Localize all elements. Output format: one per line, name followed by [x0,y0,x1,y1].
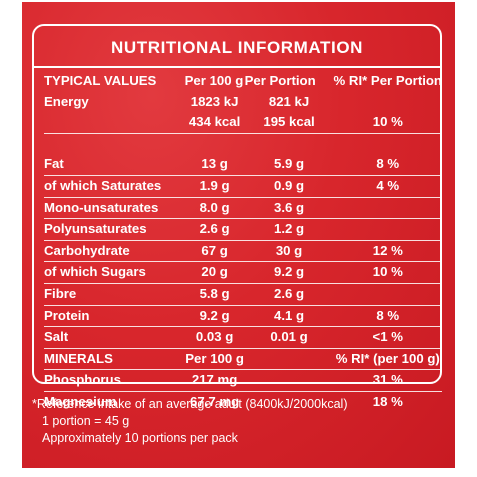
cell-per-portion: 195 kcal [244,112,334,134]
cell-per-100g: 217 mg [184,369,245,392]
cell-per-100g: 9.2 g [184,305,245,328]
table-header-row: TYPICAL VALUES Per 100 g Per Portion % R… [44,71,442,92]
table-row: of which Saturates 1.9 g 0.9 g 4 % [44,175,442,198]
footnote-portion-size: 1 portion = 45 g [42,414,130,428]
header-empty [244,348,334,371]
cell-per-portion: 4.1 g [244,305,334,328]
cell-ri [333,197,442,220]
header-per-100g: Per 100 g [184,348,245,371]
cell-per-100g: 5.8 g [184,283,245,306]
nutrition-table-frame: NUTRITIONAL INFORMATION TYPICAL VALUES P… [32,24,442,409]
table-row: Mono-unsaturates 8.0 g 3.6 g [44,197,442,220]
cell-ri [334,92,442,113]
cell-per-portion: 821 kJ [268,93,310,109]
table-row-energy-kj: Energy 1823 kJ 821 kJ [44,92,442,113]
spacer-row [44,133,442,154]
row-label: of which Saturates [44,175,185,198]
row-label: Polyunsaturates [44,218,185,241]
table-row: Salt 0.03 g 0.01 g <1 % [44,326,442,349]
row-label: Energy [44,93,89,109]
row-label [44,112,185,134]
table-row: Phosphorus 217 mg 31 % [44,369,442,392]
row-label: Protein [44,305,185,328]
minerals-header-row: MINERALS Per 100 g % RI* (per 100 g) [44,348,442,371]
cell-ri: 18 % [372,393,403,409]
row-label: Salt [44,326,185,349]
table-row: of which Sugars 20 g 9.2 g 10 % [44,261,442,284]
footnotes: *Reference intake of an average adult (8… [32,396,452,447]
row-label: Phosphorus [44,369,185,392]
row-label: Mono-unsaturates [44,197,185,220]
cell-empty [244,369,334,392]
row-label: Carbohydrate [44,240,185,263]
row-label: Fat [44,154,185,176]
cell-per-100g: 0.03 g [184,326,245,349]
cell-ri: 8 % [333,154,442,176]
cell-per-portion: 5.9 g [244,154,334,176]
table-row-energy-kcal: 434 kcal 195 kcal 10 % [44,112,442,134]
header-ri-per-portion: % RI* Per Portion [333,73,442,88]
row-label: Magnesium [44,393,117,409]
cell-per-portion: 3.6 g [244,197,334,220]
cell-per-100g: 1.9 g [184,175,245,198]
cell-per-portion: 9.2 g [244,261,334,284]
cell-per-100g: 67 g [184,240,245,263]
nutrition-panel: NUTRITIONAL INFORMATION TYPICAL VALUES P… [22,2,455,468]
table-row: Polyunsaturates 2.6 g 1.2 g [44,218,442,241]
header-per-portion: Per Portion [244,73,316,88]
cell-per-portion: 1.2 g [244,218,334,241]
row-label: Fibre [44,283,185,306]
cell-per-portion: 0.01 g [244,326,334,349]
nutrition-table: TYPICAL VALUES Per 100 g Per Portion % R… [44,71,442,413]
cell-per-portion: 0.9 g [244,175,334,198]
cell-ri: 10 % [333,112,442,134]
row-label: of which Sugars [44,261,185,284]
table-row: Magnesium 67.7 mg 18 % [44,391,442,412]
cell-per-portion: 2.6 g [244,283,334,306]
cell-per-100g: 2.6 g [184,218,245,241]
panel-title: NUTRITIONAL INFORMATION [110,38,364,57]
cell-per-100g: 20 g [184,261,245,284]
footnote-portions-per-pack: Approximately 10 portions per pack [42,431,238,445]
table-row: Fibre 5.8 g 2.6 g [44,283,442,306]
header-typical-values: TYPICAL VALUES [44,73,157,88]
table-row: Carbohydrate 67 g 30 g 12 % [44,240,442,263]
cell-ri: 10 % [333,261,442,284]
table-row: Fat 13 g 5.9 g 8 % [44,154,442,176]
title-divider [34,66,440,68]
cell-per-100g: 67.7 mg [190,393,240,409]
cell-ri: 8 % [333,305,442,328]
cell-per-100g: 13 g [184,154,245,176]
cell-ri: 31 % [333,369,442,392]
cell-ri: 12 % [333,240,442,263]
cell-ri: <1 % [333,326,442,349]
cell-ri: 4 % [333,175,442,198]
header-per-100g: Per 100 g [184,73,244,88]
header-minerals: MINERALS [44,348,185,371]
cell-per-portion: 30 g [244,240,334,263]
cell-ri [333,283,442,306]
table-row: Protein 9.2 g 4.1 g 8 % [44,305,442,328]
cell-per-100g: 1823 kJ [190,93,239,109]
header-ri-per-100g: % RI* (per 100 g) [333,348,442,371]
cell-ri [333,218,442,241]
cell-per-100g: 434 kcal [184,112,245,134]
cell-per-100g: 8.0 g [184,197,245,220]
footnote-reference-intake: *Reference intake of an average adult (8… [32,397,348,411]
